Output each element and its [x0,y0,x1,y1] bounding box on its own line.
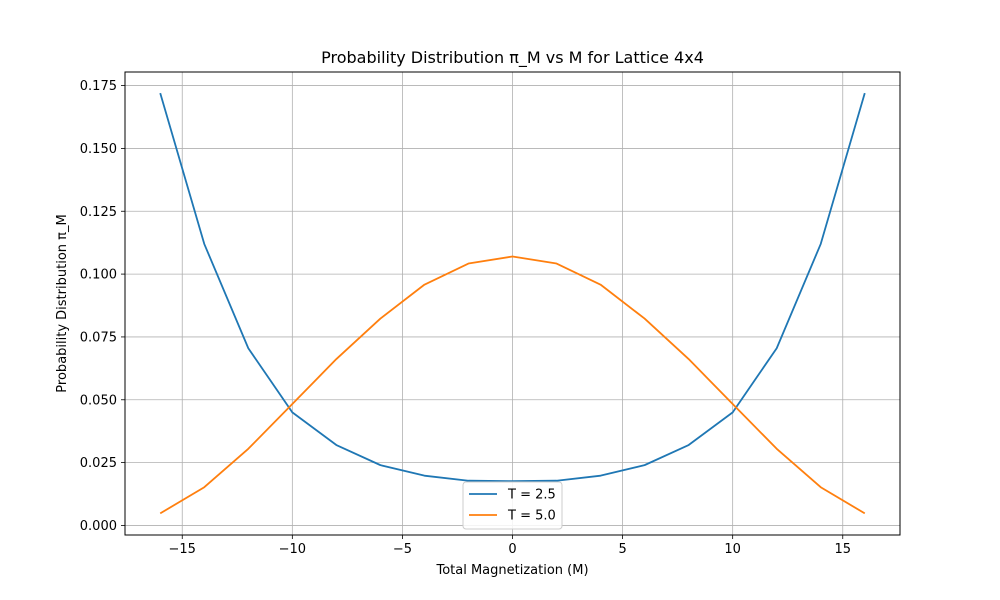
y-tick-label: 0.175 [80,79,117,94]
y-tick-label: 0.150 [80,142,117,157]
y-tick-label: 0.050 [80,393,117,408]
y-tick-label: 0.000 [80,519,117,534]
chart-title: Probability Distribution π_M vs M for La… [321,48,704,68]
x-tick-label: 5 [618,542,626,557]
y-tick-label: 0.075 [80,330,117,345]
grid [125,72,900,535]
y-tick-label: 0.025 [80,456,117,471]
series-line-2 [159,255,866,515]
x-axis-label: Total Magnetization (M) [435,563,588,578]
axis-ticks: −15 −10 −5 0 5 10 15 0.000 0.025 0.050 0.075 0.100 0… [80,79,851,557]
y-tick-label: 0.125 [80,205,117,220]
series-lines [159,92,866,515]
y-tick-label: 0.100 [80,268,117,283]
legend: T = 2.5 T = 5.0 [462,481,563,530]
legend-label-2: T = 5.0 [507,509,556,524]
legend-label-1: T = 2.5 [507,488,556,503]
x-tick-label: 10 [724,542,741,557]
y-axis-label: Probability Distribution π_M [55,214,70,392]
x-tick-label: 15 [834,542,851,557]
x-tick-label: −15 [169,542,196,557]
x-tick-label: 0 [508,542,516,557]
x-tick-label: −5 [393,542,412,557]
series-line-1 [159,92,866,483]
x-tick-label: −10 [279,542,306,557]
